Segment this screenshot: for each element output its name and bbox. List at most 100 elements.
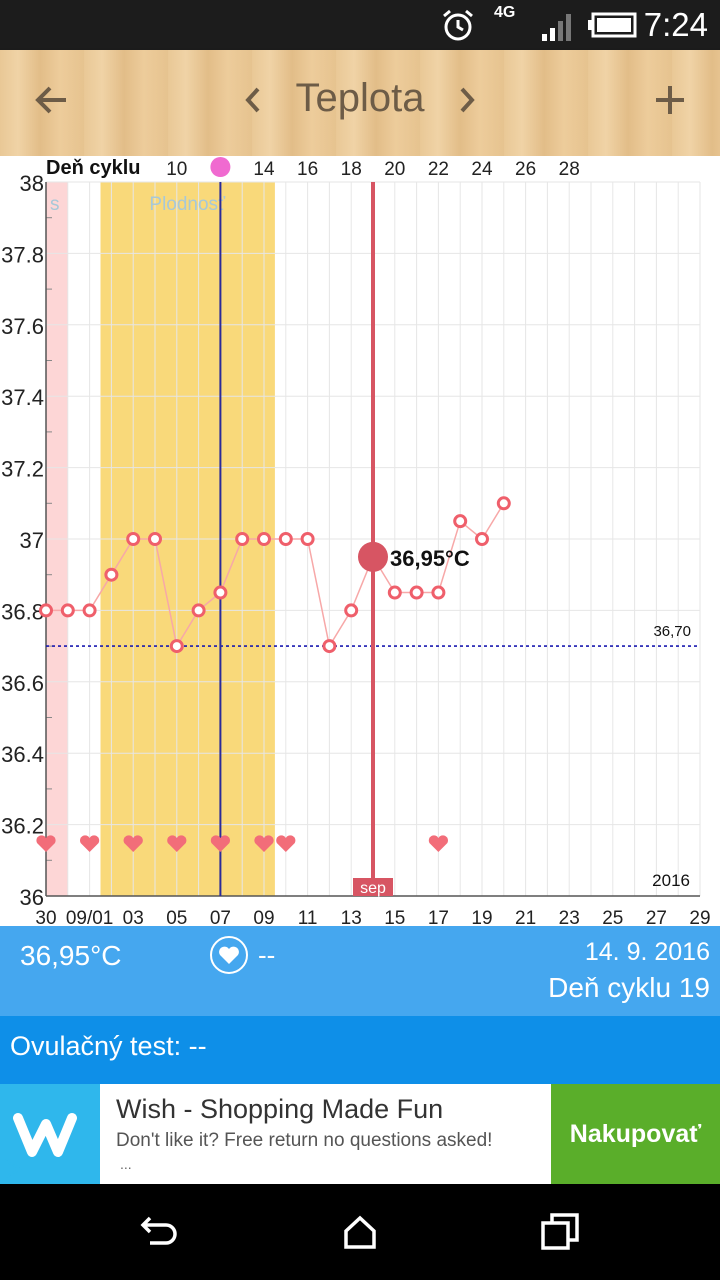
- top-tick-label: 22: [428, 159, 449, 180]
- alarm-icon: [443, 9, 473, 41]
- chevron-left-icon[interactable]: [238, 72, 268, 128]
- top-tick-label: 16: [297, 159, 318, 180]
- y-tick-label: 37: [20, 528, 44, 553]
- temperature-point[interactable]: [82, 603, 97, 618]
- x-tick-label: 15: [384, 908, 405, 926]
- temperature-point[interactable]: [235, 532, 250, 546]
- heart-icon: [79, 835, 100, 852]
- x-tick-label: 13: [341, 908, 362, 926]
- battery-icon: [588, 12, 637, 38]
- ad-dots: ...: [120, 1156, 132, 1172]
- y-tick-label: 36: [20, 885, 44, 910]
- temperature-point[interactable]: [104, 567, 119, 582]
- x-tick-label: 27: [646, 908, 667, 926]
- temperature-point[interactable]: [60, 603, 75, 618]
- temperature-point[interactable]: [257, 532, 271, 546]
- selected-temperature: 36,95°C: [20, 940, 122, 971]
- fertile-label: Plodnosť: [149, 194, 226, 215]
- ad-banner[interactable]: Wish - Shopping Made Fun Don't like it? …: [0, 1084, 720, 1184]
- temperature-point[interactable]: [322, 639, 337, 654]
- temperature-point[interactable]: [409, 585, 424, 600]
- clock: 7:24: [643, 6, 708, 43]
- month-label-bg: [353, 878, 393, 896]
- heart-icon: [36, 835, 56, 852]
- ovulation-test-label: Ovulačný test: --: [10, 1031, 207, 1061]
- heart-icon: [276, 835, 296, 852]
- top-tick-label: 14: [253, 159, 275, 180]
- y-tick-label: 36.8: [1, 599, 44, 624]
- temperature-point[interactable]: [453, 514, 468, 529]
- heart-icon[interactable]: [210, 936, 248, 974]
- y-tick-label: 38: [20, 171, 44, 196]
- x-tick-label: 25: [602, 908, 623, 926]
- y-tick-label: 37.6: [1, 314, 44, 339]
- y-tick-label: 37.2: [1, 457, 44, 482]
- x-tick-label: 29: [689, 908, 710, 926]
- temperature-point[interactable]: [148, 532, 162, 546]
- ovulation-test-bar[interactable]: Ovulačný test: --: [0, 1016, 720, 1084]
- top-axis-label: Deň cyklu: [46, 157, 140, 179]
- arrow-left-icon[interactable]: [28, 72, 74, 128]
- heart-icon: [428, 835, 449, 852]
- cycle-day: Deň cyklu 19: [548, 972, 710, 1003]
- selected-point[interactable]: [358, 541, 388, 572]
- temperature-point[interactable]: [300, 532, 315, 546]
- x-tick-label: 09: [253, 908, 274, 926]
- heart-value: --: [258, 940, 276, 970]
- heart-icon: [254, 835, 274, 852]
- x-tick-label: 09/01: [66, 908, 114, 926]
- shop-button[interactable]: Nakupovať: [551, 1084, 720, 1184]
- signal-icon: [542, 14, 571, 41]
- top-tick-label: 28: [559, 159, 580, 180]
- temperature-point[interactable]: [387, 585, 402, 600]
- temperature-line: [46, 502, 505, 649]
- nav-bar: [0, 1184, 720, 1280]
- temperature-point[interactable]: [213, 585, 228, 600]
- ovulation-day-icon: [210, 157, 231, 177]
- top-tick-label: 18: [341, 159, 362, 180]
- x-tick-label: 30: [35, 908, 56, 926]
- temperature-chart[interactable]: 38 37.8 37.6 37.4 37.2 37 36.8 36.6 36.4 36.2 36 De…: [0, 156, 720, 926]
- y-tick-label: 36.4: [1, 742, 44, 767]
- chevron-right-icon[interactable]: [452, 72, 482, 128]
- temperature-point[interactable]: [39, 603, 53, 618]
- x-tick-label: 17: [428, 908, 449, 926]
- heart-icon: [210, 835, 231, 852]
- selected-value-label: 36,95°C: [390, 546, 470, 571]
- plus-icon[interactable]: [648, 72, 692, 128]
- temperature-point[interactable]: [431, 585, 446, 600]
- temperature-point[interactable]: [191, 603, 206, 618]
- temperature-point[interactable]: [496, 496, 511, 511]
- page-title: Teplota: [295, 76, 425, 120]
- x-tick-label: 21: [515, 908, 536, 926]
- x-tick-label: 07: [210, 908, 231, 926]
- app-bar: Teplota: [0, 50, 720, 156]
- recents-icon[interactable]: [530, 1204, 590, 1260]
- top-tick-label: 26: [515, 159, 536, 180]
- period-label: s: [50, 194, 60, 215]
- month-label: sep: [360, 880, 386, 897]
- heart-icon: [123, 835, 143, 852]
- back-icon[interactable]: [130, 1204, 190, 1260]
- y-tick-label: 36.6: [1, 671, 44, 696]
- network-4g-icon: 4G: [494, 4, 516, 21]
- x-tick-label: 11: [298, 908, 318, 926]
- x-tick-label: 23: [559, 908, 580, 926]
- home-icon[interactable]: [330, 1204, 390, 1260]
- ad-text: Don't like it? Free return no questions …: [116, 1130, 493, 1151]
- temperature-point[interactable]: [126, 532, 141, 546]
- y-tick-label: 37.4: [1, 385, 44, 410]
- day-info-bar: 36,95°C -- 14. 9. 2016 Deň cyklu 19: [0, 926, 720, 1016]
- selected-date: 14. 9. 2016: [584, 938, 710, 966]
- x-tick-label: 19: [471, 908, 492, 926]
- x-tick-label: 03: [123, 908, 144, 926]
- heart-icon: [167, 835, 187, 852]
- adchoices-icon[interactable]: [2, 1158, 24, 1180]
- temperature-point[interactable]: [169, 639, 184, 654]
- temperature-point[interactable]: [475, 532, 489, 546]
- ad-title: Wish - Shopping Made Fun: [116, 1094, 444, 1124]
- temperature-point[interactable]: [344, 603, 359, 618]
- temperature-point[interactable]: [278, 532, 293, 546]
- status-bar: 4G 7:24: [0, 0, 720, 50]
- x-tick-label: 05: [166, 908, 187, 926]
